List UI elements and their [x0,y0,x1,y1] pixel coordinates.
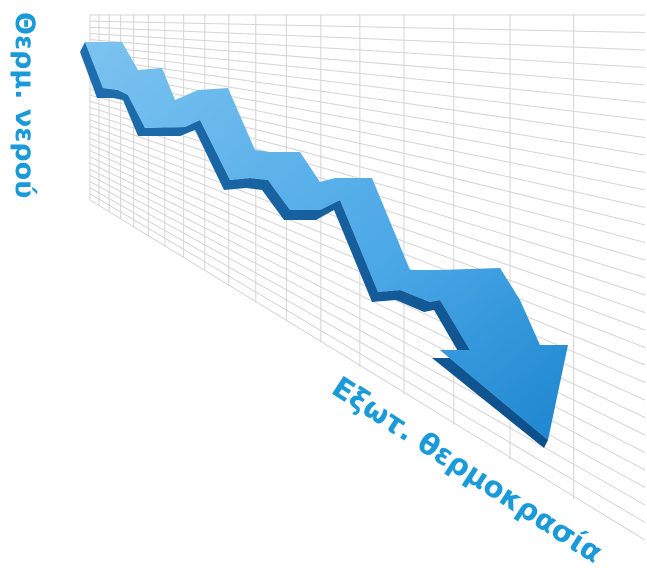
grid-line [89,33,646,68]
grid-line [89,45,646,103]
grid-line [89,39,646,86]
grid-line [89,57,646,138]
grid-line [89,174,646,471]
grid-line [89,26,646,51]
grid-line [89,181,646,488]
y-axis-label: Θερμ. νερού [9,12,40,198]
arrow-top [85,42,568,440]
grid-line [89,51,646,121]
down-arrow [80,42,568,448]
grid-line [89,63,646,156]
x-axis-label: Εξωτ. θερμοκρασία [326,370,609,570]
perspective-grid [89,14,646,541]
grid-line [89,187,646,506]
grid-line [89,193,646,523]
grid-line [89,70,646,173]
arrow-side [80,42,548,448]
grid-line [89,199,646,541]
grid-line [89,76,646,191]
grid-line [89,20,646,33]
